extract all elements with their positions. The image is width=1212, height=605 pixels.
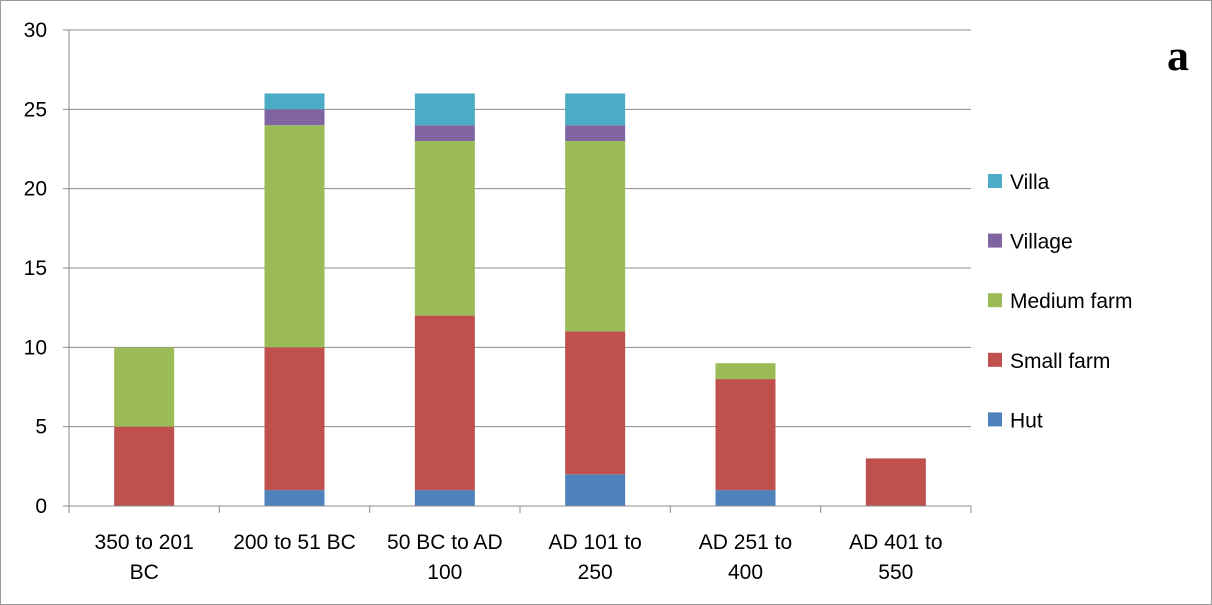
legend: Villa Village Medium farm Small farm Hut xyxy=(988,171,1133,432)
bar-segment-hut xyxy=(565,474,626,506)
bar-segment-hut xyxy=(264,490,325,506)
x-category-label: 50 BC to AD 100 xyxy=(387,531,503,584)
y-tick-label: 5 xyxy=(35,416,47,439)
bar-segment-small-farm xyxy=(414,315,475,491)
y-tick-label: 15 xyxy=(24,257,47,280)
bar-segment-villa xyxy=(264,93,325,110)
bar-segment-medium-farm xyxy=(414,141,475,316)
legend-label: Hut xyxy=(1010,409,1043,432)
x-category-label: AD 401 to 550 xyxy=(849,531,942,584)
legend-swatch xyxy=(988,352,1002,367)
legend-label: Medium farm xyxy=(1010,290,1133,313)
legend-label: Small farm xyxy=(1010,350,1110,373)
bar-segment-village xyxy=(565,125,626,142)
y-tick-label: 0 xyxy=(35,495,47,518)
bar-segment-medium-farm xyxy=(715,363,776,380)
bar-segment-medium-farm xyxy=(264,125,325,348)
y-tick-labels: 0 5 10 15 20 25 30 xyxy=(24,19,47,518)
x-category-label: 200 to 51 BC xyxy=(233,531,356,554)
bar-segment-village xyxy=(264,109,325,126)
bar-segment-small-farm xyxy=(114,426,175,506)
bar-segment-small-farm xyxy=(865,458,926,506)
legend-swatch xyxy=(988,174,1002,188)
legend-swatch xyxy=(988,233,1002,248)
legend-label: Village xyxy=(1010,231,1073,254)
bar-segment-small-farm xyxy=(715,379,776,491)
bar-segment-hut xyxy=(715,490,776,506)
bar-segment-small-farm xyxy=(264,347,325,491)
y-tick-label: 10 xyxy=(24,336,47,359)
bar-segment-village xyxy=(414,125,475,142)
legend-label: Villa xyxy=(1010,171,1050,194)
axes xyxy=(63,29,972,513)
legend-swatch xyxy=(988,412,1002,427)
bar-segment-villa xyxy=(414,93,475,126)
bars xyxy=(114,93,926,506)
x-category-label: AD 251 to 400 xyxy=(699,531,792,584)
y-tick-label: 25 xyxy=(24,98,47,121)
bar-segment-hut xyxy=(414,490,475,506)
bar-segment-small-farm xyxy=(565,331,626,475)
x-category-label: 350 to 201 BC xyxy=(95,531,194,584)
y-tick-label: 30 xyxy=(24,19,47,42)
bar-segment-villa xyxy=(565,93,626,126)
x-category-label: AD 101 to 250 xyxy=(548,531,641,584)
bar-segment-medium-farm xyxy=(565,141,626,332)
panel-label: a xyxy=(1167,31,1189,80)
bar-segment-medium-farm xyxy=(114,347,175,427)
x-tick-labels: 350 to 201 BC 200 to 51 BC 50 BC to AD 100 AD… xyxy=(95,531,943,584)
legend-swatch xyxy=(988,293,1002,308)
gridlines xyxy=(69,29,971,428)
y-tick-label: 20 xyxy=(24,178,47,201)
